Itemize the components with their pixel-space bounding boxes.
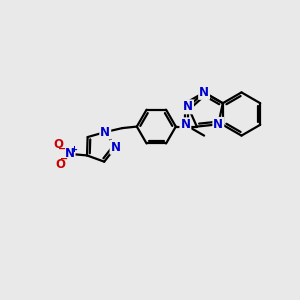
Text: −: − [60, 154, 68, 164]
Text: N: N [199, 86, 209, 99]
Text: −: − [58, 144, 67, 154]
Text: N: N [180, 118, 190, 131]
Text: O: O [53, 138, 63, 151]
Text: O: O [55, 158, 65, 171]
Text: +: + [70, 145, 77, 154]
Text: N: N [64, 147, 75, 161]
Text: N: N [100, 125, 110, 139]
Text: N: N [213, 118, 223, 131]
Text: N: N [110, 141, 121, 154]
Text: N: N [183, 100, 193, 113]
